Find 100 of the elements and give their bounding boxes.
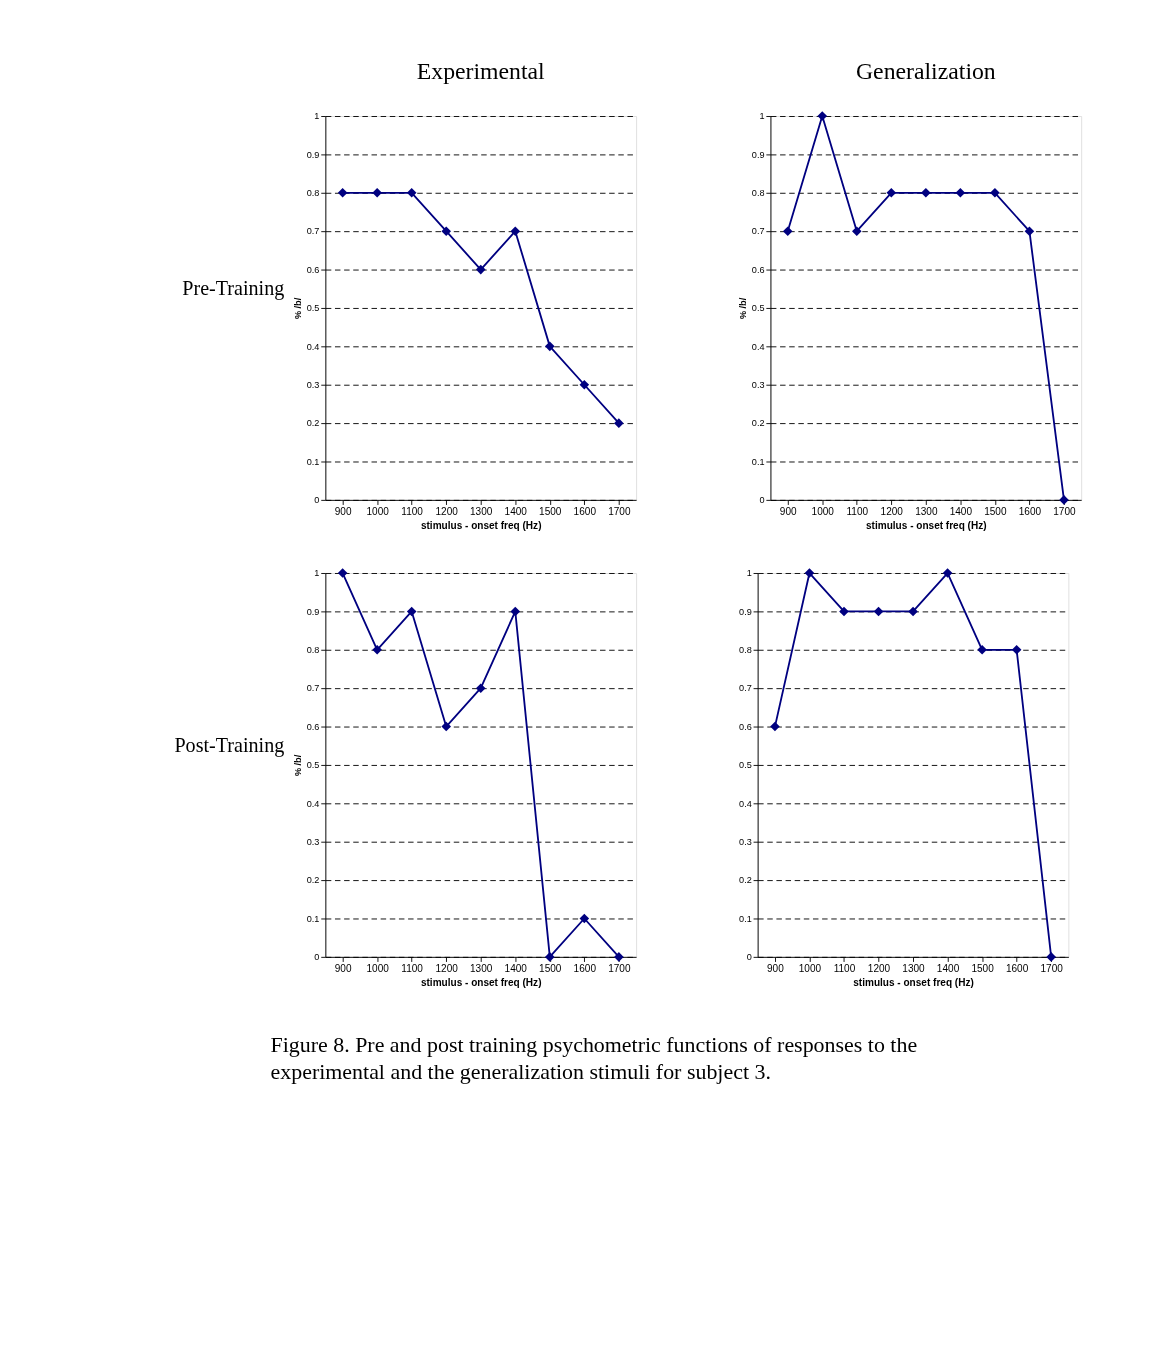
y-tick-label: 0.2 (739, 875, 752, 886)
x-tick-label: 1600 (1018, 506, 1042, 517)
x-tick-label: 1400 (936, 962, 960, 974)
x-tick-label: 1400 (504, 506, 528, 517)
x-axis-title: stimulus - onset freq (Hz) (420, 519, 542, 531)
x-tick-label: 1100 (846, 506, 869, 517)
point (441, 226, 452, 236)
y-tick-label: 0.9 (306, 606, 320, 617)
point (614, 952, 624, 962)
x-tick-label: 1400 (949, 506, 973, 517)
y-tick-label: 0.3 (751, 379, 765, 390)
y-tick-label: 0.6 (306, 264, 320, 275)
y-tick-label: 0.1 (306, 456, 320, 467)
y-tick-label: 0 (314, 952, 320, 963)
x-tick-label: 1100 (833, 962, 856, 974)
point (579, 379, 590, 390)
x-tick-label: 1500 (539, 506, 562, 517)
y-tick-label: 0.2 (306, 418, 320, 429)
y-tick-label: 0.9 (751, 149, 765, 160)
point (475, 264, 486, 275)
x-tick-label: 1100 (401, 962, 424, 974)
x-tick-label: 1200 (435, 506, 459, 517)
y-tick-label: 0.9 (306, 149, 320, 160)
x-tick-label: 900 (334, 506, 352, 517)
y-tick-label: 0 (759, 495, 765, 506)
y-tick-label: 0.4 (306, 798, 320, 809)
y-tick-label: 0.3 (306, 379, 320, 390)
y-tick-label: 0.3 (739, 836, 752, 847)
x-tick-label: 1700 (1040, 962, 1064, 974)
point (908, 606, 918, 617)
x-tick-label: 1600 (573, 962, 597, 974)
y-tick-label: 0 (746, 952, 752, 963)
point (1024, 226, 1035, 236)
x-tick-label: 1400 (504, 962, 528, 974)
text: Post-Training (174, 734, 285, 758)
x-tick-label: 1300 (902, 962, 926, 974)
point (852, 226, 862, 236)
x-tick-label: 1200 (867, 962, 891, 974)
text: Pre-Training (182, 277, 285, 301)
y-tick-label: 0.1 (739, 913, 752, 924)
y-tick-label: 0.4 (739, 798, 752, 809)
y-tick-label: 0.7 (751, 226, 765, 237)
x-tick-label: 1000 (366, 962, 390, 974)
y-tick-label: 0.5 (739, 760, 752, 771)
y-tick-label: 0.5 (751, 303, 765, 314)
y-tick-label: 0.8 (306, 645, 320, 655)
y-axis-title: % /b/ (293, 754, 304, 777)
point (782, 226, 793, 236)
x-tick-label: 1300 (470, 962, 493, 974)
y-tick-label: 0.2 (306, 875, 320, 886)
x-tick-label: 1500 (539, 962, 562, 974)
x-tick-label: 1000 (798, 962, 822, 974)
x-tick-label: 1300 (915, 506, 938, 517)
y-tick-label: 0 (314, 495, 320, 506)
point (545, 952, 555, 962)
x-tick-label: 900 (779, 506, 797, 517)
y-tick-label: 0.2 (751, 418, 765, 429)
y-tick-label: 0.6 (306, 721, 320, 732)
y-tick-label: 0.9 (739, 606, 752, 617)
x-tick-label: 1200 (880, 506, 904, 517)
point (804, 568, 815, 578)
point (990, 188, 1000, 198)
y-tick-label: 1 (314, 568, 320, 579)
point (372, 645, 382, 655)
y-tick-label: 0.7 (739, 683, 752, 694)
x-axis-title: stimulus - onset freq (Hz) (853, 976, 974, 988)
point (955, 188, 966, 198)
y-tick-label: 0.8 (306, 188, 320, 199)
y-tick-label: 0.4 (306, 341, 320, 352)
point (921, 188, 931, 198)
y-tick-label: 0.7 (306, 226, 320, 237)
x-tick-label: 900 (767, 962, 785, 974)
x-tick-label: 1500 (984, 506, 1007, 517)
y-tick-label: 0.5 (306, 760, 320, 771)
y-tick-label: 0.1 (306, 913, 320, 924)
x-tick-label: 1300 (470, 506, 493, 517)
point (942, 568, 953, 578)
point (337, 188, 348, 198)
point (886, 188, 897, 198)
y-tick-label: 0.7 (306, 683, 320, 694)
chart-title: Experimental (416, 58, 546, 85)
point (406, 188, 417, 198)
y-tick-label: 0.8 (751, 188, 765, 199)
point (839, 606, 849, 617)
point (441, 721, 452, 732)
y-tick-label: 0.3 (306, 836, 320, 847)
point (1011, 645, 1022, 655)
y-axis-title: % /b/ (293, 297, 304, 320)
x-axis-title: stimulus - onset freq (Hz) (420, 976, 542, 988)
caption: Figure 8. Pre and post training psychometric functions of responses to the experimental and the generalization stimuli for subject 3. (270, 1031, 918, 1085)
x-tick-label: 1200 (435, 962, 459, 974)
point (372, 188, 382, 198)
y-tick-label: 1 (759, 111, 765, 122)
x-tick-label: 1500 (971, 962, 995, 974)
y-axis-title: % /b/ (738, 297, 749, 320)
point (1046, 952, 1056, 962)
y-tick-label: 0.8 (739, 645, 752, 655)
y-tick-label: 0.6 (739, 721, 752, 732)
point (406, 606, 417, 617)
x-tick-label: 900 (334, 962, 352, 974)
